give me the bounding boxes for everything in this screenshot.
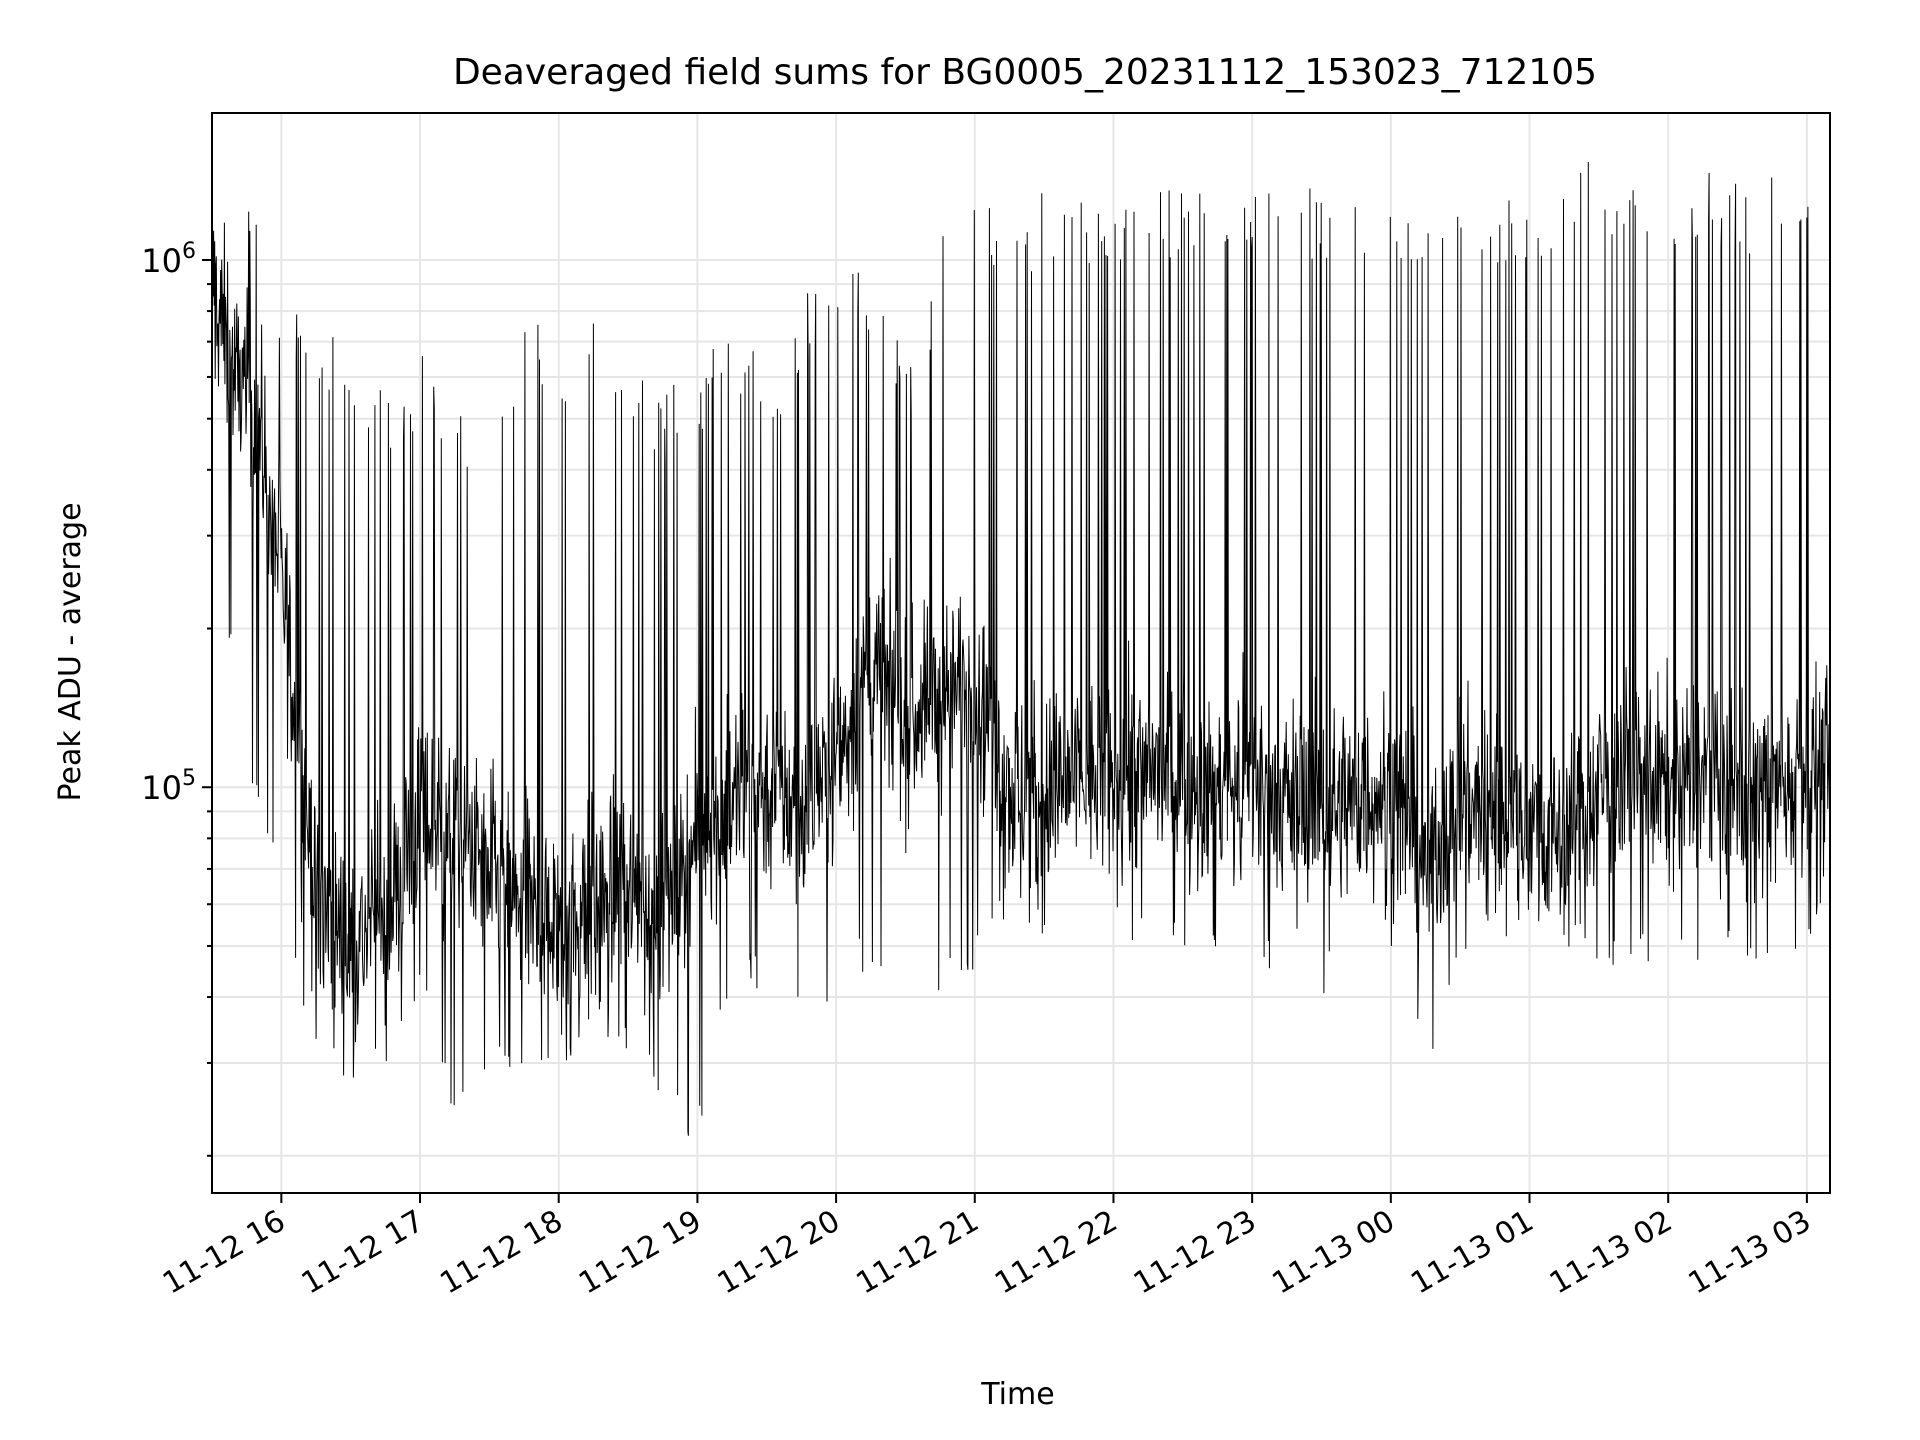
x-axis-label: Time bbox=[980, 1377, 1054, 1412]
series-line bbox=[211, 161, 1831, 1136]
data-series bbox=[211, 161, 1831, 1136]
chart-title: Deaveraged field sums for BG0005_2023111… bbox=[453, 52, 1597, 93]
plot-frame bbox=[211, 112, 1831, 1194]
y-axis-label: Peak ADU - average bbox=[53, 502, 88, 801]
y-axis: 105 106 bbox=[141, 239, 212, 1157]
y-tick-label: 105 bbox=[141, 766, 196, 807]
y-tick-label: 106 bbox=[141, 239, 196, 280]
